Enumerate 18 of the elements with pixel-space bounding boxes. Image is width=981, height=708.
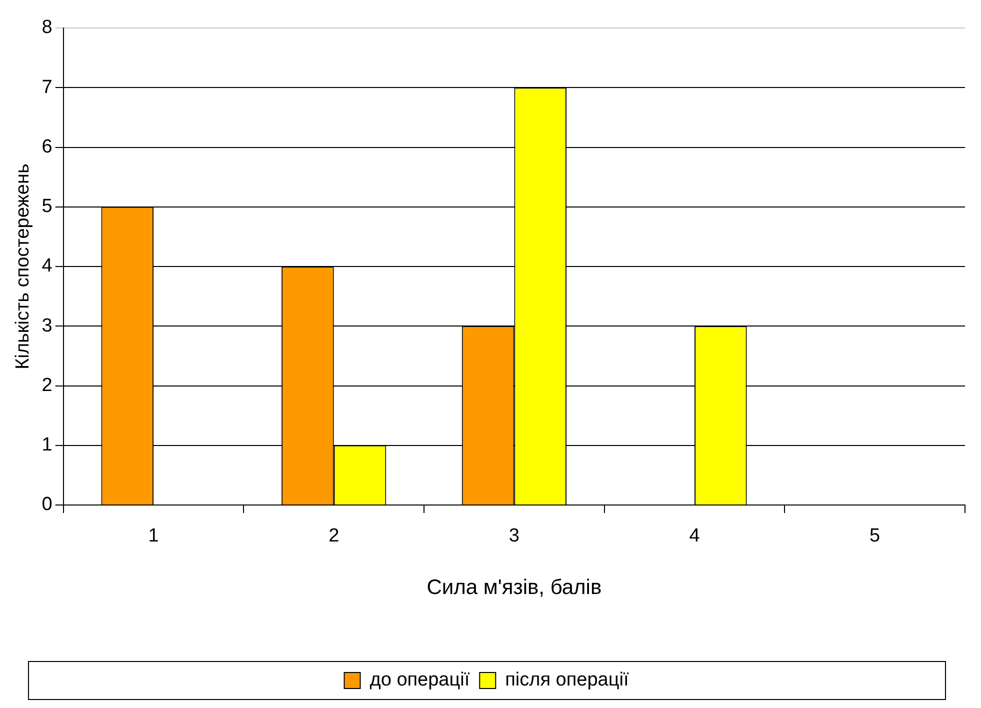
y-tick-label: 0 <box>42 494 52 516</box>
x-tick-label: 5 <box>870 526 880 547</box>
legend-label: після операції <box>505 670 630 691</box>
y-tick-label: 8 <box>42 17 52 38</box>
y-axis-title: Кількість спостережень <box>12 164 34 370</box>
legend-label: до операції <box>370 670 470 691</box>
x-tick-label: 4 <box>689 526 700 547</box>
x-tick-label: 1 <box>148 526 159 547</box>
x-axis-title: Сила м'язів, балів <box>426 576 602 600</box>
y-tick-label: 4 <box>42 256 53 277</box>
x-tick-label: 3 <box>508 526 520 547</box>
y-tick-label: 2 <box>42 374 52 396</box>
y-tick-label: 3 <box>42 315 52 336</box>
y-tick-label: 6 <box>42 136 52 158</box>
y-tick-label: 1 <box>42 434 52 456</box>
x-tick-label: 2 <box>328 526 340 547</box>
y-tick-label: 7 <box>42 76 52 98</box>
y-tick-label: 5 <box>42 196 52 218</box>
